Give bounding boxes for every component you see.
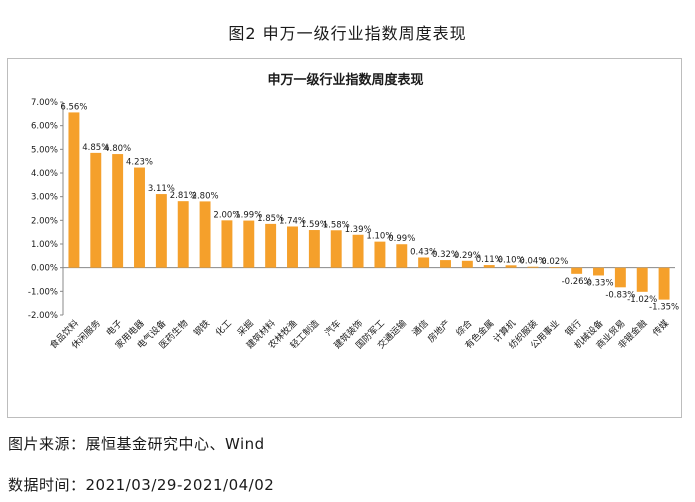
x-tick-label: 钢铁 — [191, 317, 212, 338]
data-label: 0.29% — [454, 251, 481, 261]
data-label: 1.59% — [301, 220, 328, 230]
bar — [352, 234, 364, 268]
data-label: -0.26% — [562, 277, 592, 287]
y-tick-label: -2.00% — [28, 311, 58, 321]
bar — [155, 194, 167, 268]
data-label: -0.83% — [605, 290, 635, 300]
bar — [287, 226, 298, 268]
bar — [68, 112, 80, 268]
bar — [330, 230, 342, 268]
y-tick-label: 6.00% — [31, 122, 58, 132]
bar — [571, 267, 583, 274]
data-label: 1.74% — [279, 216, 306, 226]
bar — [134, 167, 145, 268]
data-label: 1.39% — [345, 225, 372, 235]
bar — [593, 267, 604, 276]
y-tick-label: 4.00% — [31, 169, 58, 179]
bar — [527, 266, 539, 268]
data-label: -1.35% — [649, 303, 679, 313]
y-tick-label: 7.00% — [31, 98, 58, 108]
bar — [112, 154, 124, 268]
figure-source: 图片来源：展恒基金研究中心、Wind — [8, 435, 265, 453]
data-label: 2.81% — [170, 191, 197, 201]
data-label: 2.00% — [213, 210, 240, 220]
bar — [440, 260, 451, 268]
data-label: 1.99% — [235, 211, 262, 221]
data-label: 0.99% — [388, 234, 415, 244]
bar — [177, 201, 189, 268]
bar — [658, 267, 670, 300]
data-label: 0.04% — [519, 257, 546, 267]
data-label: -0.33% — [583, 278, 613, 288]
x-tick-label: 房地产 — [425, 317, 453, 345]
bar — [90, 152, 102, 268]
y-tick-label: 3.00% — [31, 193, 58, 203]
data-label: 4.80% — [104, 144, 131, 154]
bar — [483, 265, 495, 268]
bar-chart: 申万一级行业指数周度表现 7.00% 6.00% 5.00% 4.00% 3.00% 2.0… — [28, 72, 679, 351]
bar — [614, 267, 626, 288]
data-label: 0.11% — [476, 255, 503, 265]
y-tick-label: -1.00% — [28, 287, 58, 297]
data-label: 0.02% — [541, 257, 568, 267]
data-label: 4.23% — [126, 158, 153, 168]
bar — [396, 244, 408, 268]
data-label: 2.80% — [192, 191, 219, 201]
bar — [461, 260, 473, 268]
data-label: 0.10% — [498, 255, 525, 265]
chart-frame: 申万一级行业指数周度表现 7.00% 6.00% 5.00% 4.00% 3.00% 2.0… — [7, 58, 682, 418]
y-tick-label: 1.00% — [31, 240, 58, 250]
y-tick-label: 5.00% — [31, 145, 58, 155]
chart-title: 申万一级行业指数周度表现 — [267, 72, 423, 88]
data-label: 4.85% — [82, 143, 109, 153]
data-label: 6.56% — [60, 102, 87, 112]
data-label: 3.11% — [148, 184, 175, 194]
data-label: 0.32% — [432, 250, 459, 260]
y-tick-label: 2.00% — [31, 216, 58, 226]
bar — [308, 230, 320, 268]
data-label: 1.10% — [366, 232, 393, 242]
bar — [418, 257, 430, 268]
data-label: 1.85% — [257, 214, 284, 224]
bar — [221, 220, 233, 268]
x-tick-label: 传媒 — [650, 317, 671, 338]
bar — [636, 267, 648, 292]
figure-date-range: 数据时间：2021/03/29-2021/04/02 — [8, 476, 275, 494]
x-tick-label: 化工 — [213, 317, 234, 338]
bar — [549, 267, 561, 268]
bar — [243, 220, 255, 268]
figure-title: 图2 申万一级行业指数周度表现 — [228, 24, 467, 43]
bar — [199, 201, 211, 268]
bar — [505, 265, 517, 268]
data-label: 0.43% — [410, 247, 437, 257]
data-label: 1.58% — [323, 220, 350, 230]
bar — [265, 223, 277, 268]
y-tick-label: 0.00% — [31, 264, 58, 274]
bar — [374, 241, 386, 268]
data-label: -1.02% — [627, 295, 657, 305]
